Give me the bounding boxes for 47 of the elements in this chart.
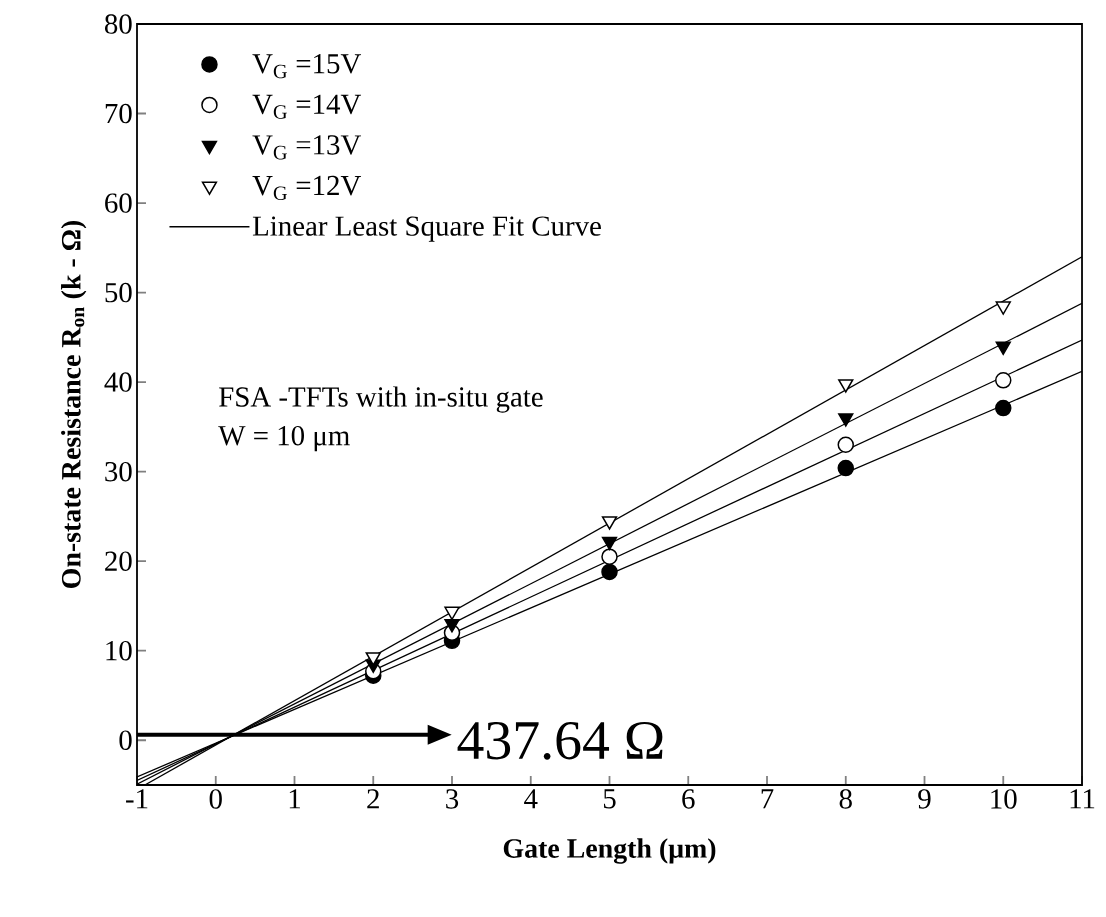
x-tick-label: 10 [991,789,1017,809]
point [444,619,460,633]
point [365,652,381,666]
annotation: 437.64 Ω [457,721,663,760]
annotation: W = 10 μm [218,425,350,452]
x-tick-label: 4 [524,789,538,809]
y-tick-label: 30 [105,461,132,482]
annotation: FSA -TFTs with in-situ gate [219,386,543,413]
x-tick-label: 11 [1070,789,1095,809]
legend-label: V$_{G}$ =13V [252,135,362,160]
legend-label: Linear Least Square Fit Curve [252,216,601,242]
x-tick-label: 3 [446,789,459,809]
point [837,459,855,477]
x-tick-label: 0 [209,789,222,809]
point [601,563,618,581]
y-tick-label: 20 [105,551,132,571]
point [838,379,854,393]
y-tick-label: 40 [104,372,132,392]
y-tick-label: 60 [105,193,132,213]
point [995,341,1011,356]
point [995,399,1012,417]
point [838,413,854,427]
y-tick-label: 70 [105,103,132,124]
point [601,516,618,530]
x-tick-label: -1 [126,789,148,809]
point [837,436,855,454]
x-tick-label: 6 [682,789,695,809]
y-tick-label: 80 [104,14,132,34]
legend-label: V$_{G}$ =15V [252,54,362,79]
point [995,301,1011,315]
y-tick-label: 10 [106,640,132,661]
point [601,536,618,551]
x-tick-label: 7 [761,789,774,809]
y-tick-label: 0 [119,730,132,750]
point [995,372,1012,389]
y-axis-title: On-state Resistance R$_{on}$ (k - Ω) [61,220,87,588]
x-tick-label: 9 [918,789,931,809]
x-tick-label: 1 [289,789,300,809]
legend-label: V$_{G}$ =14V [252,94,362,119]
x-axis-title: Gate Length (μm) [503,838,716,864]
y-tick-label: 50 [105,282,132,303]
legend-label: V$_{G}$ =12V [252,175,362,201]
x-tick-label: 8 [839,789,852,809]
point [601,548,618,565]
x-tick-label: 5 [603,789,616,809]
point [444,606,460,621]
x-tick-label: 2 [367,789,379,809]
